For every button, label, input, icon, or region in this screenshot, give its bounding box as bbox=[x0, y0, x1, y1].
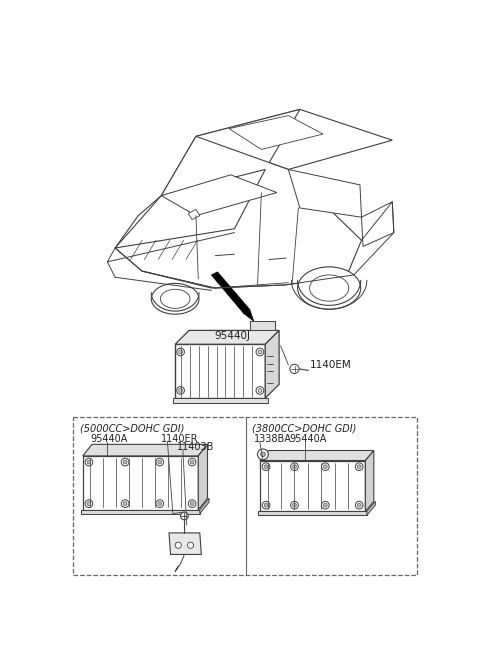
Polygon shape bbox=[196, 109, 392, 170]
Circle shape bbox=[355, 501, 363, 509]
Circle shape bbox=[179, 350, 182, 354]
Circle shape bbox=[261, 452, 265, 457]
Polygon shape bbox=[175, 330, 279, 345]
Circle shape bbox=[87, 460, 91, 464]
Circle shape bbox=[258, 449, 268, 460]
Text: (5000CC>DOHC GDI): (5000CC>DOHC GDI) bbox=[81, 423, 185, 433]
Circle shape bbox=[190, 460, 194, 464]
Circle shape bbox=[258, 350, 262, 354]
Circle shape bbox=[258, 388, 262, 392]
Circle shape bbox=[175, 542, 181, 548]
Circle shape bbox=[355, 463, 363, 470]
Circle shape bbox=[190, 502, 194, 506]
Polygon shape bbox=[361, 202, 394, 246]
Circle shape bbox=[177, 386, 184, 394]
Circle shape bbox=[291, 463, 299, 470]
Ellipse shape bbox=[151, 284, 199, 314]
Circle shape bbox=[324, 503, 327, 507]
Circle shape bbox=[158, 502, 162, 506]
Polygon shape bbox=[115, 136, 361, 288]
Polygon shape bbox=[260, 460, 365, 512]
Circle shape bbox=[188, 458, 196, 466]
Circle shape bbox=[87, 502, 91, 506]
Circle shape bbox=[357, 503, 361, 507]
Circle shape bbox=[121, 500, 129, 508]
Circle shape bbox=[322, 463, 329, 470]
Circle shape bbox=[188, 500, 196, 508]
Circle shape bbox=[123, 502, 127, 506]
Polygon shape bbox=[229, 115, 323, 149]
Polygon shape bbox=[161, 109, 300, 196]
Circle shape bbox=[85, 458, 93, 466]
Polygon shape bbox=[250, 321, 275, 330]
Polygon shape bbox=[258, 512, 367, 515]
Polygon shape bbox=[188, 210, 200, 219]
Circle shape bbox=[293, 465, 297, 468]
Polygon shape bbox=[200, 498, 209, 514]
Polygon shape bbox=[211, 272, 250, 314]
Text: 1140EM: 1140EM bbox=[310, 360, 352, 370]
Polygon shape bbox=[81, 510, 200, 514]
Circle shape bbox=[85, 500, 93, 508]
Text: 95440A: 95440A bbox=[90, 434, 128, 444]
Text: 1338BA: 1338BA bbox=[254, 434, 291, 444]
Circle shape bbox=[188, 542, 193, 548]
Text: 95440A: 95440A bbox=[289, 434, 326, 444]
Polygon shape bbox=[260, 451, 374, 460]
Circle shape bbox=[158, 460, 162, 464]
Polygon shape bbox=[367, 501, 375, 515]
Circle shape bbox=[121, 458, 129, 466]
Polygon shape bbox=[365, 451, 374, 512]
Ellipse shape bbox=[298, 267, 361, 309]
Polygon shape bbox=[288, 170, 361, 217]
Polygon shape bbox=[115, 170, 265, 248]
Polygon shape bbox=[265, 330, 279, 398]
Circle shape bbox=[177, 348, 184, 356]
Polygon shape bbox=[173, 398, 267, 403]
Ellipse shape bbox=[310, 275, 349, 301]
Polygon shape bbox=[175, 345, 265, 398]
Circle shape bbox=[123, 460, 127, 464]
Polygon shape bbox=[244, 310, 254, 321]
Text: 1140ER: 1140ER bbox=[161, 434, 199, 444]
Circle shape bbox=[156, 458, 164, 466]
Ellipse shape bbox=[160, 290, 190, 309]
Circle shape bbox=[264, 503, 268, 507]
Circle shape bbox=[293, 503, 297, 507]
Circle shape bbox=[262, 501, 270, 509]
Circle shape bbox=[156, 500, 164, 508]
Circle shape bbox=[324, 465, 327, 468]
Circle shape bbox=[180, 512, 188, 520]
Text: 11403B: 11403B bbox=[177, 441, 214, 452]
Polygon shape bbox=[83, 444, 207, 456]
Text: 95440J: 95440J bbox=[214, 331, 250, 341]
Circle shape bbox=[179, 388, 182, 392]
Circle shape bbox=[290, 364, 299, 373]
Circle shape bbox=[357, 465, 361, 468]
Circle shape bbox=[256, 386, 264, 394]
Polygon shape bbox=[83, 456, 198, 510]
Circle shape bbox=[256, 348, 264, 356]
Polygon shape bbox=[161, 175, 277, 215]
Circle shape bbox=[322, 501, 329, 509]
Circle shape bbox=[264, 465, 268, 468]
Text: (3800CC>DOHC GDI): (3800CC>DOHC GDI) bbox=[252, 423, 357, 433]
Circle shape bbox=[291, 501, 299, 509]
Polygon shape bbox=[198, 444, 207, 510]
Polygon shape bbox=[169, 533, 201, 555]
Circle shape bbox=[262, 463, 270, 470]
